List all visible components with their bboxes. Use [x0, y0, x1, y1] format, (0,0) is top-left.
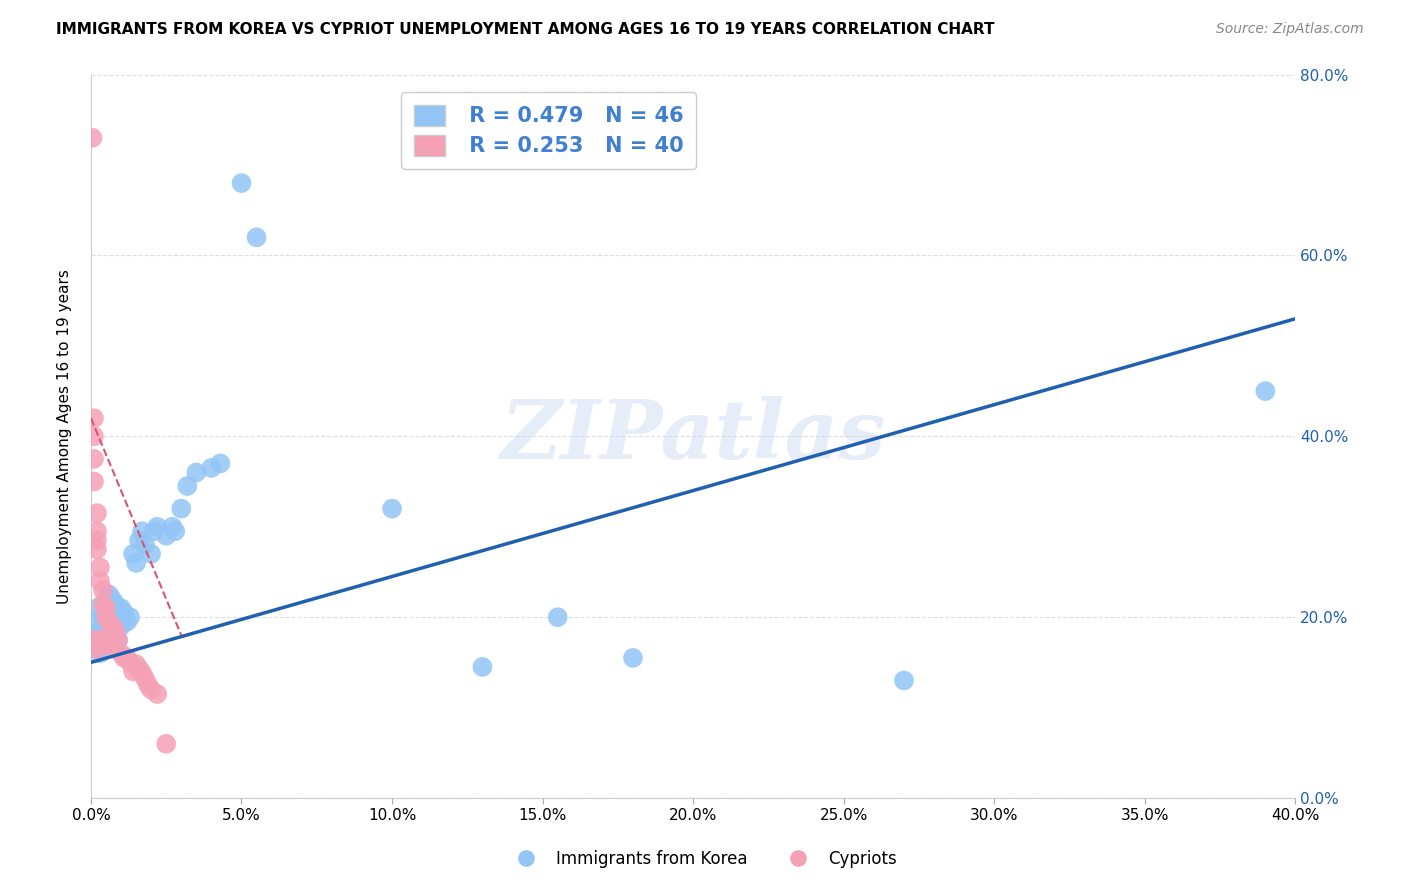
Point	[155, 529, 177, 543]
Legend:  R = 0.479   N = 46,  R = 0.253   N = 40: R = 0.479 N = 46, R = 0.253 N = 40	[401, 92, 696, 169]
Point	[110, 601, 132, 615]
Point	[120, 656, 142, 670]
Point	[83, 451, 105, 466]
Point	[89, 646, 111, 660]
Point	[104, 641, 127, 656]
Text: Source: ZipAtlas.com: Source: ZipAtlas.com	[1216, 22, 1364, 37]
Point	[128, 533, 150, 548]
Point	[86, 628, 108, 642]
Point	[112, 606, 135, 620]
Point	[86, 542, 108, 557]
Y-axis label: Unemployment Among Ages 16 to 19 years: Unemployment Among Ages 16 to 19 years	[58, 268, 72, 604]
Legend: Immigrants from Korea, Cypriots: Immigrants from Korea, Cypriots	[503, 844, 903, 875]
Point	[104, 597, 127, 611]
Point	[134, 538, 156, 552]
Point	[128, 662, 150, 676]
Point	[98, 597, 121, 611]
Point	[101, 619, 124, 633]
Point	[89, 632, 111, 647]
Point	[101, 601, 124, 615]
Point	[91, 632, 114, 647]
Point	[98, 588, 121, 602]
Point	[89, 624, 111, 638]
Point	[86, 524, 108, 539]
Point	[83, 475, 105, 489]
Point	[86, 601, 108, 615]
Point	[547, 610, 569, 624]
Point	[122, 665, 145, 679]
Point	[131, 666, 153, 681]
Point	[122, 547, 145, 561]
Point	[200, 461, 222, 475]
Point	[94, 610, 117, 624]
Point	[89, 560, 111, 574]
Point	[82, 632, 104, 647]
Point	[134, 672, 156, 686]
Point	[82, 131, 104, 145]
Point	[146, 520, 169, 534]
Point	[110, 646, 132, 660]
Point	[115, 615, 138, 629]
Point	[112, 651, 135, 665]
Point	[141, 682, 163, 697]
Point	[209, 457, 232, 471]
Point	[104, 624, 127, 638]
Point	[86, 641, 108, 656]
Point	[621, 651, 644, 665]
Point	[115, 651, 138, 665]
Point	[143, 524, 166, 539]
Point	[83, 615, 105, 629]
Point	[141, 547, 163, 561]
Point	[83, 411, 105, 425]
Point	[176, 479, 198, 493]
Point	[91, 582, 114, 597]
Point	[155, 737, 177, 751]
Point	[86, 506, 108, 520]
Point	[83, 637, 105, 651]
Point	[245, 230, 267, 244]
Point	[98, 632, 121, 647]
Point	[91, 637, 114, 651]
Text: ZIPatlas: ZIPatlas	[501, 396, 886, 476]
Point	[1254, 384, 1277, 398]
Point	[86, 641, 108, 656]
Point	[86, 533, 108, 548]
Point	[83, 429, 105, 443]
Point	[125, 556, 148, 570]
Point	[94, 615, 117, 629]
Point	[131, 524, 153, 539]
Point	[91, 610, 114, 624]
Point	[110, 619, 132, 633]
Text: IMMIGRANTS FROM KOREA VS CYPRIOT UNEMPLOYMENT AMONG AGES 16 TO 19 YEARS CORRELAT: IMMIGRANTS FROM KOREA VS CYPRIOT UNEMPLO…	[56, 22, 994, 37]
Point	[83, 632, 105, 647]
Point	[101, 637, 124, 651]
Point	[231, 176, 253, 190]
Point	[98, 615, 121, 629]
Point	[136, 678, 159, 692]
Point	[893, 673, 915, 688]
Point	[162, 520, 184, 534]
Point	[146, 687, 169, 701]
Point	[471, 660, 494, 674]
Point	[107, 632, 129, 647]
Point	[91, 597, 114, 611]
Point	[186, 466, 208, 480]
Point	[381, 501, 404, 516]
Point	[94, 637, 117, 651]
Point	[170, 501, 193, 516]
Point	[125, 657, 148, 672]
Point	[89, 574, 111, 588]
Point	[120, 610, 142, 624]
Point	[107, 632, 129, 647]
Point	[94, 601, 117, 615]
Point	[165, 524, 187, 539]
Point	[101, 592, 124, 607]
